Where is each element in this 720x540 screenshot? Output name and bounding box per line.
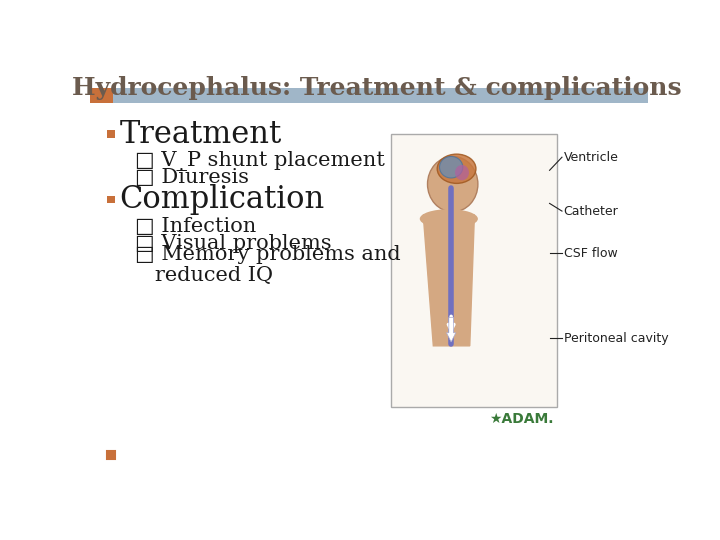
Bar (107, 451, 114, 459)
Text: ★ADAM.: ★ADAM. (489, 412, 554, 426)
Ellipse shape (437, 154, 476, 184)
Ellipse shape (420, 209, 478, 228)
Text: □ Visual problems: □ Visual problems (135, 234, 332, 253)
Bar (446, 192, 459, 215)
Text: Treatment: Treatment (120, 119, 282, 150)
Text: □ Diuresis: □ Diuresis (135, 168, 249, 187)
Text: Complication: Complication (120, 184, 325, 215)
Bar (391, 134, 557, 408)
Bar (107, 130, 114, 138)
Bar (107, 195, 114, 204)
Text: Peritoneal cavity: Peritoneal cavity (564, 332, 668, 345)
Bar (90, 88, 113, 103)
Text: □ Infection: □ Infection (135, 217, 256, 236)
Ellipse shape (428, 157, 478, 212)
Text: Hydrocephalus: Treatment & complications: Hydrocephalus: Treatment & complications (72, 76, 682, 100)
Text: Catheter: Catheter (564, 205, 618, 218)
Text: □ Memory problems and
   reduced IQ: □ Memory problems and reduced IQ (135, 245, 400, 286)
Text: Ventricle: Ventricle (564, 151, 618, 164)
Ellipse shape (455, 165, 469, 180)
Bar (90, 88, 648, 103)
Text: □ V_P shunt placement: □ V_P shunt placement (135, 151, 384, 171)
Polygon shape (423, 215, 474, 346)
Ellipse shape (439, 157, 463, 178)
FancyArrow shape (446, 318, 456, 342)
Text: CSF flow: CSF flow (564, 247, 617, 260)
